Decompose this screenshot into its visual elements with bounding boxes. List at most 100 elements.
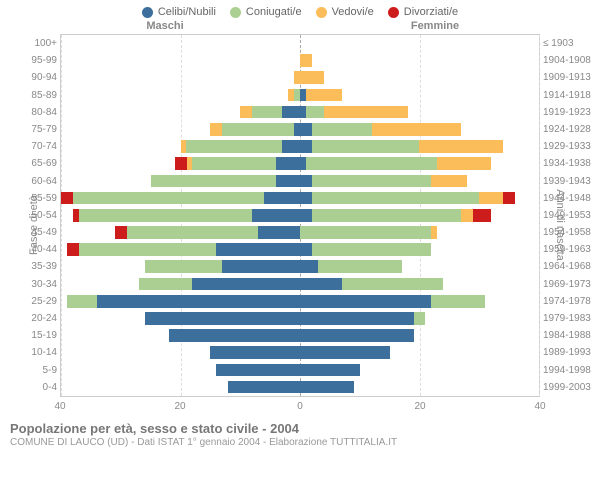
- age-label: 65-69: [23, 155, 57, 172]
- legend-label: Celibi/Nubili: [158, 6, 216, 18]
- bar-segment-con: [312, 140, 420, 153]
- bar-segment-ved: [431, 226, 437, 239]
- birth-year-label: 1929-1933: [543, 138, 597, 155]
- bar-segment-cel: [300, 312, 414, 325]
- male-half: [61, 241, 300, 258]
- male-half: [61, 224, 300, 241]
- pyramid-row: 95-991904-1908: [61, 52, 539, 69]
- bar-segment-cel: [300, 175, 312, 188]
- male-half: [61, 327, 300, 344]
- female-header: Femmine: [300, 20, 540, 32]
- bar-segment-con: [318, 260, 402, 273]
- birth-year-label: ≤ 1903: [543, 35, 597, 52]
- bar-segment-ved: [419, 140, 503, 153]
- female-half: [300, 224, 539, 241]
- legend: Celibi/Nubili Coniugati/e Vedovi/e Divorzia…: [0, 0, 600, 20]
- age-label: 95-99: [23, 52, 57, 69]
- age-label: 75-79: [23, 121, 57, 138]
- bar-segment-con: [306, 106, 324, 119]
- bar-segment-con: [151, 175, 276, 188]
- male-half: [61, 52, 300, 69]
- age-label: 0-4: [23, 379, 57, 396]
- male-half: [61, 276, 300, 293]
- age-label: 50-54: [23, 207, 57, 224]
- bar-segment-con: [252, 106, 282, 119]
- birth-year-label: 1964-1968: [543, 258, 597, 275]
- bar-segment-cel: [97, 295, 300, 308]
- bar-segment-con: [312, 243, 432, 256]
- x-tick-label: 20: [174, 401, 185, 412]
- age-label: 20-24: [23, 310, 57, 327]
- bar-segment-cel: [228, 381, 300, 394]
- bar-segment-cel: [300, 243, 312, 256]
- pyramid-chart: Fasce di età Anni di nascita 100+≤ 19039…: [0, 34, 600, 417]
- bar-segment-cel: [210, 346, 300, 359]
- bar-segment-cel: [276, 157, 300, 170]
- bar-segment-cel: [300, 364, 360, 377]
- bar-segment-con: [342, 278, 444, 291]
- pyramid-row: 10-141989-1993: [61, 344, 539, 361]
- age-label: 5-9: [23, 362, 57, 379]
- pyramid-row: 80-841919-1923: [61, 104, 539, 121]
- bar-segment-con: [139, 278, 193, 291]
- age-label: 90-94: [23, 69, 57, 86]
- birth-year-label: 1969-1973: [543, 276, 597, 293]
- female-half: [300, 310, 539, 327]
- pyramid-row: 85-891914-1918: [61, 87, 539, 104]
- legend-label: Coniugati/e: [246, 6, 302, 18]
- female-half: [300, 190, 539, 207]
- gender-header: Maschi Femmine: [0, 20, 600, 34]
- male-half: [61, 258, 300, 275]
- bar-segment-con: [312, 123, 372, 136]
- age-label: 30-34: [23, 276, 57, 293]
- female-half: [300, 327, 539, 344]
- birth-year-label: 1994-1998: [543, 362, 597, 379]
- pyramid-row: 30-341969-1973: [61, 276, 539, 293]
- male-half: [61, 138, 300, 155]
- bar-segment-con: [79, 243, 216, 256]
- age-label: 80-84: [23, 104, 57, 121]
- birth-year-label: 1989-1993: [543, 344, 597, 361]
- bar-segment-ved: [240, 106, 252, 119]
- age-label: 40-44: [23, 241, 57, 258]
- gridline: [539, 35, 540, 396]
- female-half: [300, 121, 539, 138]
- bar-segment-cel: [192, 278, 300, 291]
- bar-segment-con: [312, 175, 432, 188]
- bar-segment-cel: [300, 192, 312, 205]
- female-half: [300, 69, 539, 86]
- male-half: [61, 293, 300, 310]
- bar-segment-div: [61, 192, 73, 205]
- bar-segment-div: [503, 192, 515, 205]
- legend-label: Vedovi/e: [332, 6, 374, 18]
- bar-segment-div: [67, 243, 79, 256]
- bar-segment-con: [127, 226, 258, 239]
- male-half: [61, 362, 300, 379]
- bar-segment-con: [414, 312, 426, 325]
- female-half: [300, 104, 539, 121]
- age-label: 55-59: [23, 190, 57, 207]
- female-half: [300, 276, 539, 293]
- birth-year-label: 1924-1928: [543, 121, 597, 138]
- x-tick-label: 40: [54, 401, 65, 412]
- pyramid-row: 100+≤ 1903: [61, 35, 539, 52]
- legend-item: Divorziati/e: [388, 6, 458, 18]
- pyramid-row: 20-241979-1983: [61, 310, 539, 327]
- legend-label: Divorziati/e: [404, 6, 458, 18]
- birth-year-label: 1939-1943: [543, 173, 597, 190]
- bar-segment-con: [145, 260, 223, 273]
- plot-area: 100+≤ 190395-991904-190890-941909-191385…: [60, 34, 540, 397]
- female-half: [300, 344, 539, 361]
- birth-year-label: 1999-2003: [543, 379, 597, 396]
- female-half: [300, 87, 539, 104]
- pyramid-row: 35-391964-1968: [61, 258, 539, 275]
- pyramid-row: 55-591944-1948: [61, 190, 539, 207]
- bar-segment-cel: [145, 312, 300, 325]
- female-half: [300, 258, 539, 275]
- birth-year-label: 1934-1938: [543, 155, 597, 172]
- bar-segment-ved: [479, 192, 503, 205]
- bar-segment-ved: [372, 123, 462, 136]
- pyramid-row: 5-91994-1998: [61, 362, 539, 379]
- pyramid-row: 90-941909-1913: [61, 69, 539, 86]
- bar-segment-con: [431, 295, 485, 308]
